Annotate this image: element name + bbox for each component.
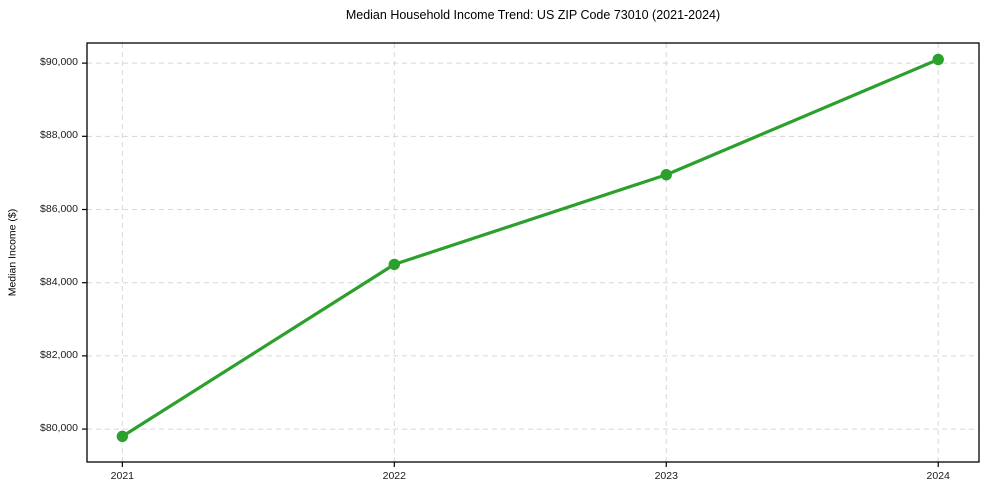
y-tick-label: $90,000: [40, 56, 78, 69]
x-tick-label: 2023: [654, 470, 678, 482]
data-point-2021: [116, 430, 129, 443]
y-tick-label: $80,000: [40, 422, 78, 435]
y-tick-label: $84,000: [40, 275, 78, 288]
y-tick-label: $86,000: [40, 202, 78, 215]
x-tick-label: 2024: [926, 470, 950, 482]
data-point-2023: [660, 169, 672, 181]
y-tick-label: $88,000: [40, 129, 78, 142]
plot-border: [86, 42, 980, 463]
x-tick-label: 2021: [110, 470, 135, 482]
chart-title: Median Household Income Trend: US ZIP Co…: [345, 8, 721, 22]
trend-line: [120, 57, 940, 438]
data-point-2024: [932, 53, 944, 66]
x-tick-label: 2022: [382, 470, 406, 482]
data-point-2022: [388, 258, 401, 271]
y-tick-label: $82,000: [40, 348, 78, 361]
